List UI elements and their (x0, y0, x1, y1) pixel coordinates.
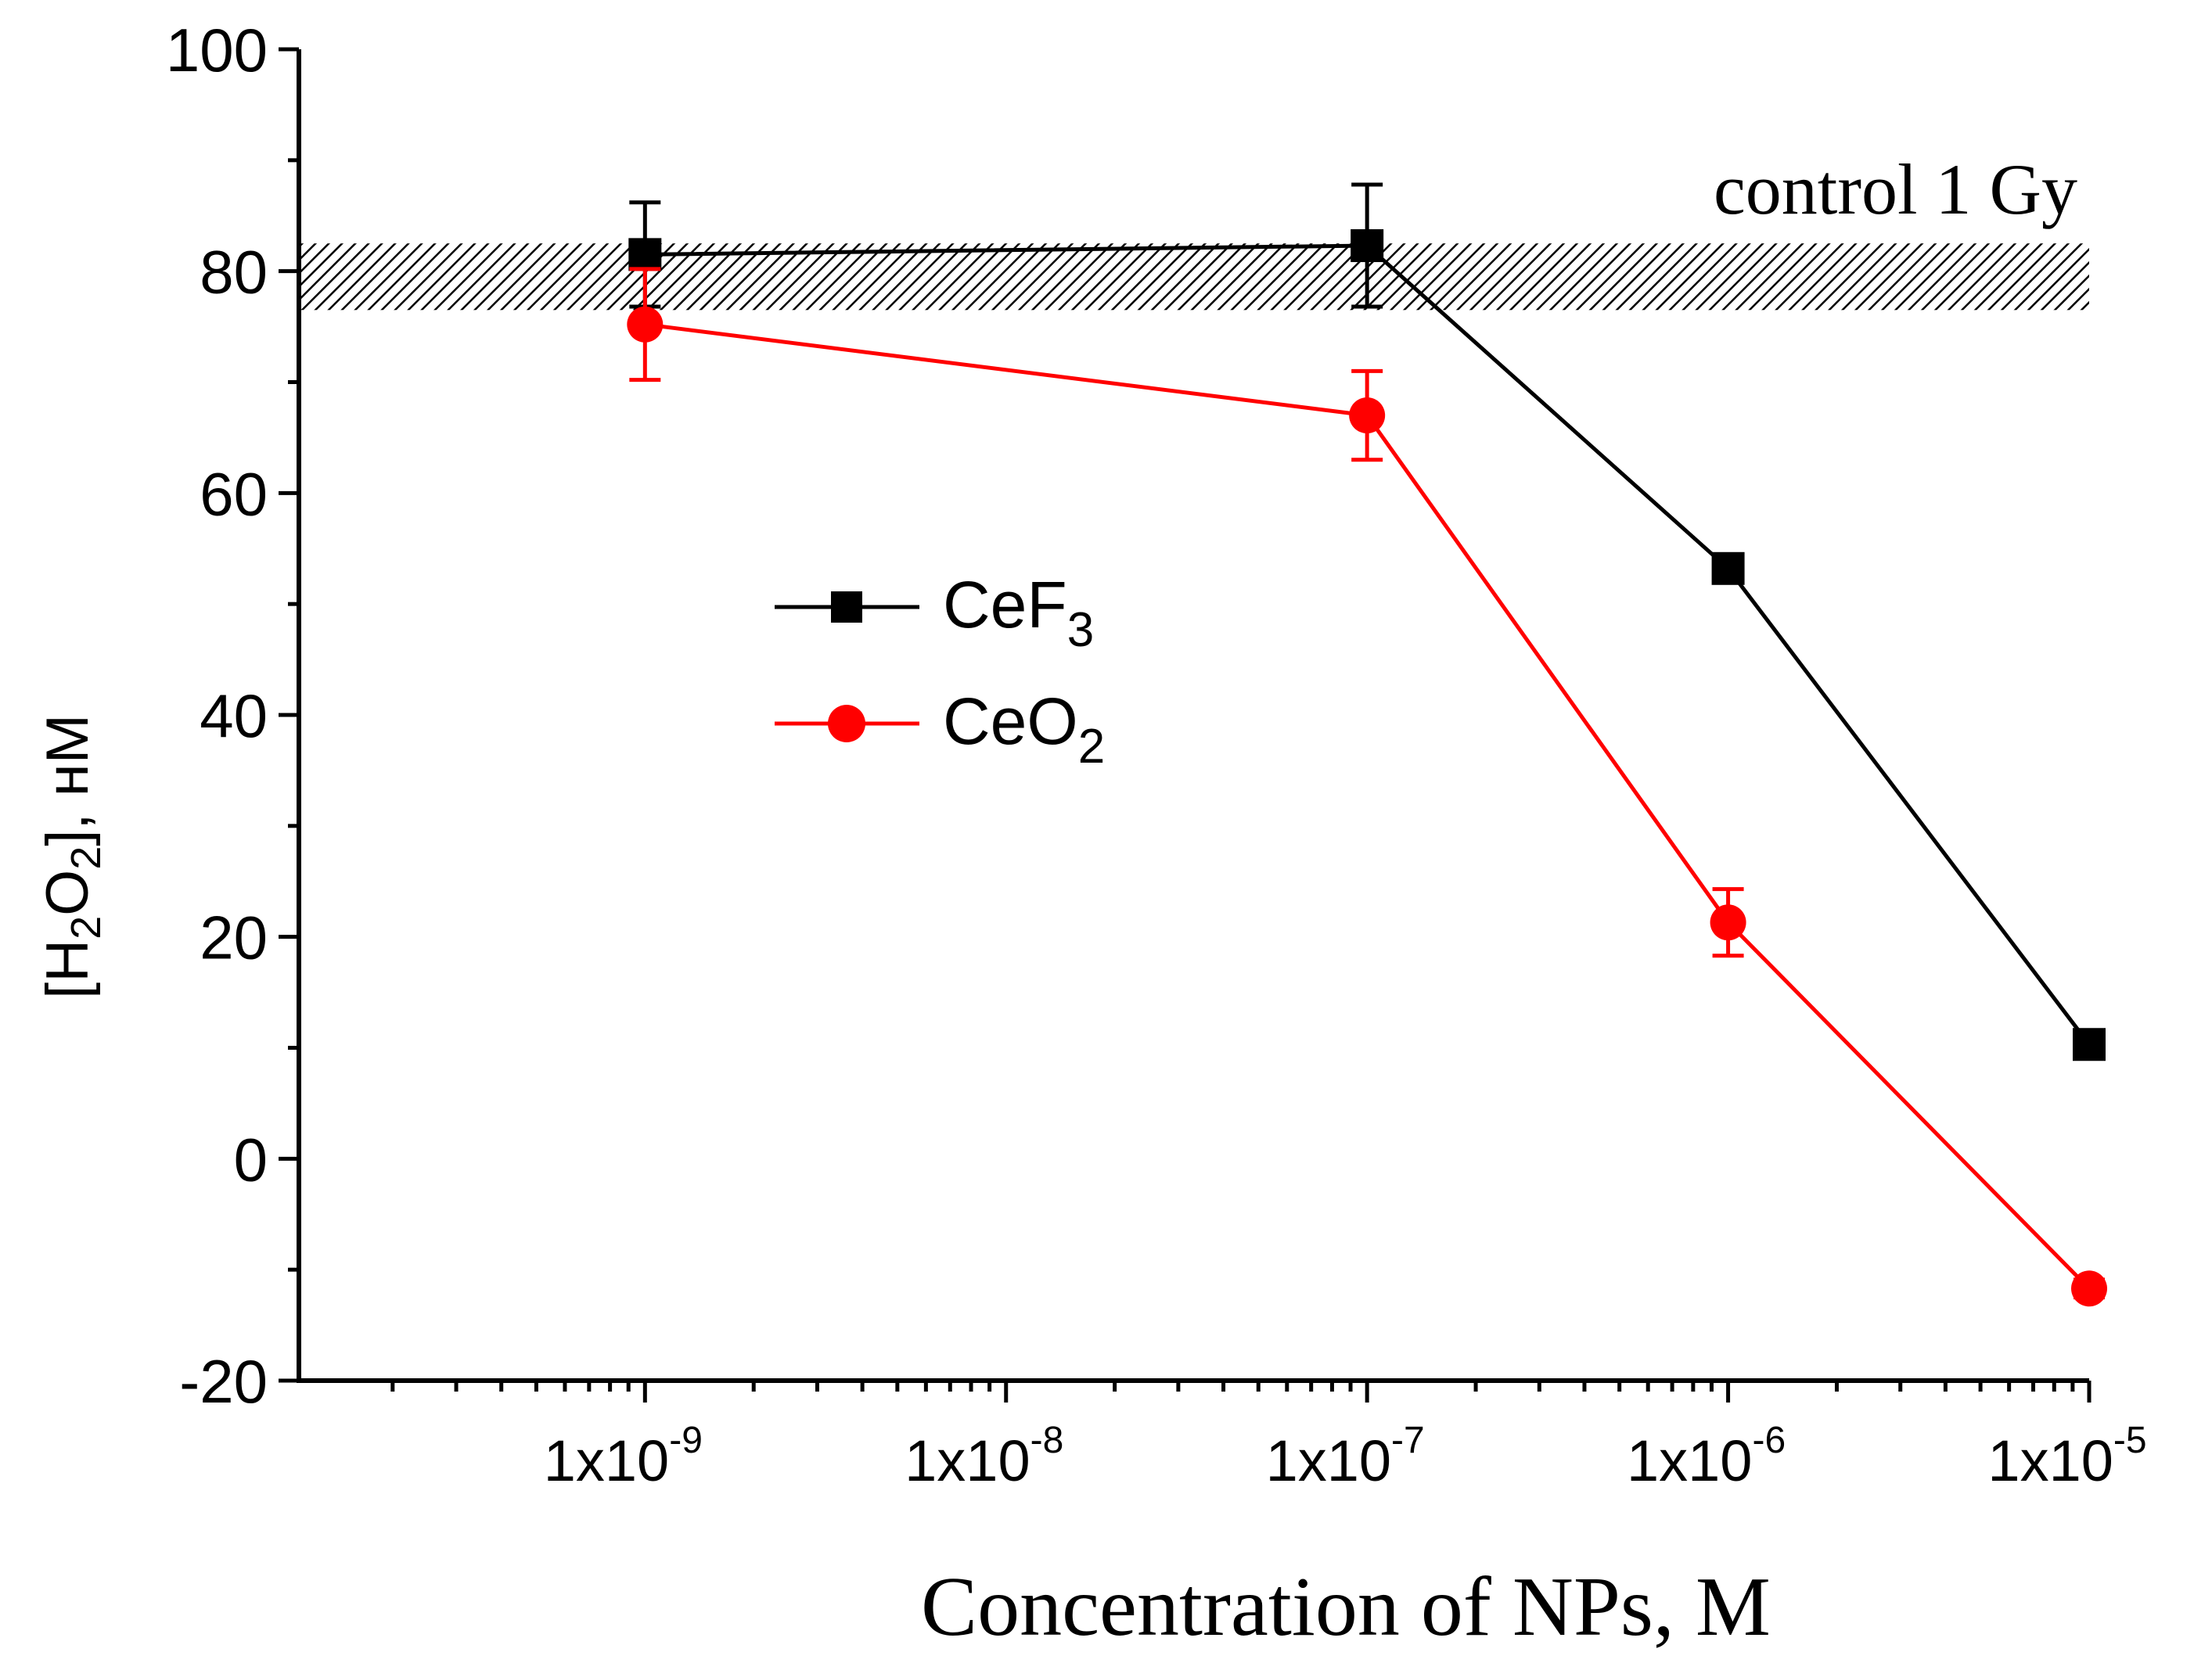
data-point-circle (1710, 904, 1746, 941)
x-tick-label-exponent: -6 (1752, 1420, 1786, 1461)
data-point-circle (1349, 397, 1386, 434)
x-tick-label: 1x10-8 (905, 1420, 1063, 1493)
series-ceo2 (627, 267, 2107, 1307)
y-tick-label: 0 (234, 1125, 268, 1194)
legend-ceo2-label-sub: 2 (1078, 720, 1105, 774)
data-point-circle (627, 306, 664, 343)
x-tick-label: 1x10-6 (1627, 1420, 1786, 1493)
control-band (301, 243, 2089, 311)
y-tick-label: 40 (200, 681, 268, 750)
x-axis-ticks: 1x10-9 1x10-8 1x10-7 1x10-6 1x10-5 (390, 1381, 2147, 1493)
data-point-square (628, 238, 662, 271)
y-axis-ticks: -20 0 20 40 60 80 100 (166, 16, 299, 1416)
y-axis-title-sub1: 2 (63, 916, 110, 939)
x-axis-title: Concentration of NPs, M (921, 1561, 1771, 1654)
legend-cef3-label: CeF3 (943, 568, 1094, 657)
data-point-square (2073, 1028, 2106, 1061)
legend-cef3-label-main: CeF (943, 568, 1067, 641)
x-tick-label: 1x10-7 (1266, 1420, 1425, 1493)
x-tick-label-exponent: -8 (1030, 1420, 1064, 1461)
series-layer (627, 182, 2107, 1307)
x-tick-label-base: 1x10 (1987, 1428, 2113, 1493)
y-axis-title-middle: O (34, 870, 101, 916)
y-tick-label: 80 (200, 238, 268, 307)
y-axis-title-sub2: 2 (63, 846, 110, 870)
x-tick-label-base: 1x10 (1266, 1428, 1391, 1493)
data-point-circle (2071, 1270, 2107, 1307)
x-tick-label-base: 1x10 (905, 1428, 1030, 1493)
x-tick-label-exponent: -9 (669, 1420, 703, 1461)
x-tick-label-exponent: -7 (1391, 1420, 1425, 1461)
legend-ceo2-marker (828, 705, 865, 742)
legend-ceo2-label: CeO2 (943, 684, 1105, 774)
x-tick-label-base: 1x10 (1627, 1428, 1752, 1493)
y-tick-label: 100 (166, 16, 268, 84)
y-tick-label: -20 (179, 1347, 268, 1416)
control-band-label: control 1 Gy (1714, 149, 2077, 229)
y-axis-title-suffix: ], нМ (34, 714, 101, 846)
y-tick-label: 60 (200, 459, 268, 528)
series-cef3 (628, 182, 2106, 1061)
legend-cef3-label-sub: 3 (1067, 603, 1094, 657)
x-tick-label-exponent: -5 (2113, 1420, 2147, 1461)
data-point-square (1711, 551, 1745, 585)
y-axis-title-prefix: [H (34, 939, 101, 999)
legend: CeF3 CeO2 (775, 568, 1105, 774)
series-line-ceo2 (644, 322, 2091, 1291)
data-point-square (1351, 229, 1384, 263)
legend-cef3-marker (831, 591, 862, 623)
x-tick-label: 1x10-5 (1987, 1420, 2146, 1493)
series-line-cef3 (645, 243, 2091, 1046)
y-tick-label: 20 (200, 903, 268, 972)
x-tick-label-base: 1x10 (544, 1428, 669, 1493)
x-tick-label: 1x10-9 (544, 1420, 703, 1493)
legend-ceo2-label-main: CeO (943, 684, 1078, 758)
y-axis-title: [H2O2], нМ (34, 714, 110, 999)
